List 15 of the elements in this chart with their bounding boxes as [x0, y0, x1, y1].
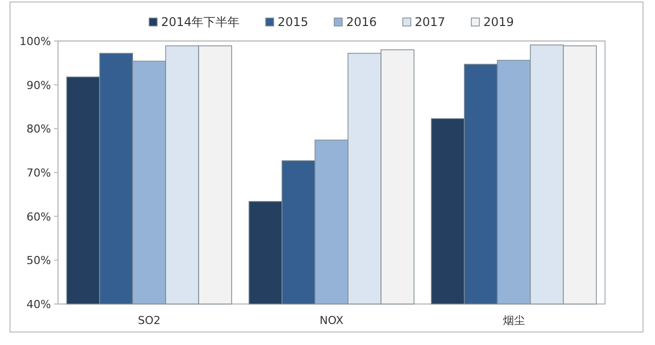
legend-label: 2016	[346, 15, 377, 29]
y-tick-label: 80%	[26, 122, 51, 136]
x-tick-label: SO2	[138, 314, 160, 327]
y-tick-label: 90%	[26, 78, 51, 92]
y-tick-label: 40%	[26, 298, 51, 311]
legend-label: 2019	[483, 15, 514, 29]
y-tick-label: 100%	[20, 35, 51, 48]
x-tick-label: NOX	[320, 314, 344, 327]
y-tick-label: 50%	[26, 254, 51, 268]
legend-label: 2017	[414, 15, 446, 29]
y-tick-label: 70%	[26, 166, 51, 180]
legend-label: 2015	[278, 15, 308, 29]
x-tick-label: 烟尘	[502, 314, 525, 327]
legend-label: 2014年下半年	[161, 15, 240, 29]
y-tick-label: 60%	[26, 210, 51, 224]
